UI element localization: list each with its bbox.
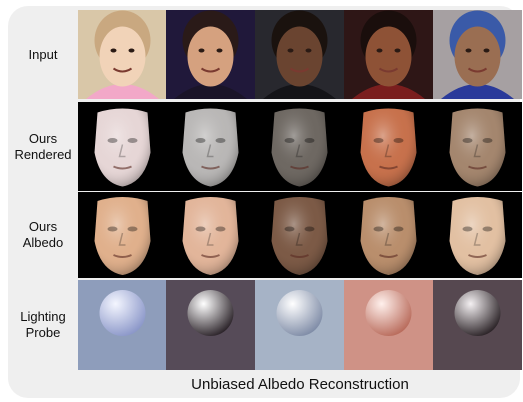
lighting-image-5 — [433, 280, 522, 370]
row-label-albedo: Ours Albedo — [8, 192, 78, 278]
albedo-image-4 — [344, 192, 433, 278]
row-label-rendered: Ours Rendered — [8, 102, 78, 191]
rendered-image-4 — [344, 102, 433, 191]
input-image-1 — [78, 10, 167, 99]
input-image-4 — [344, 10, 433, 99]
lighting-image-4 — [344, 280, 433, 370]
row-label-rendered-text: Ours Rendered — [14, 130, 72, 162]
albedo-image-3 — [255, 192, 344, 278]
figure-caption: Unbiased Albedo Reconstruction — [191, 376, 409, 393]
rendered-image-1 — [78, 102, 167, 191]
lighting-image-3 — [255, 280, 344, 370]
albedo-image-5 — [433, 192, 522, 278]
input-image-5 — [433, 10, 522, 99]
row-label-lighting-text: Lighting Probe — [20, 309, 66, 340]
albedo-image-1 — [78, 192, 167, 278]
lighting-image-1 — [78, 280, 167, 370]
input-image-2 — [166, 10, 255, 99]
input-image-3 — [255, 10, 344, 99]
row-label-albedo-text: Ours Albedo — [22, 219, 64, 250]
row-label-input: Input — [28, 46, 58, 62]
lighting-image-2 — [166, 280, 255, 370]
albedo-image-2 — [166, 192, 255, 278]
rendered-image-3 — [255, 102, 344, 191]
rendered-image-5 — [433, 102, 522, 191]
row-label-lighting: Lighting Probe — [8, 280, 78, 370]
rendered-image-2 — [166, 102, 255, 191]
